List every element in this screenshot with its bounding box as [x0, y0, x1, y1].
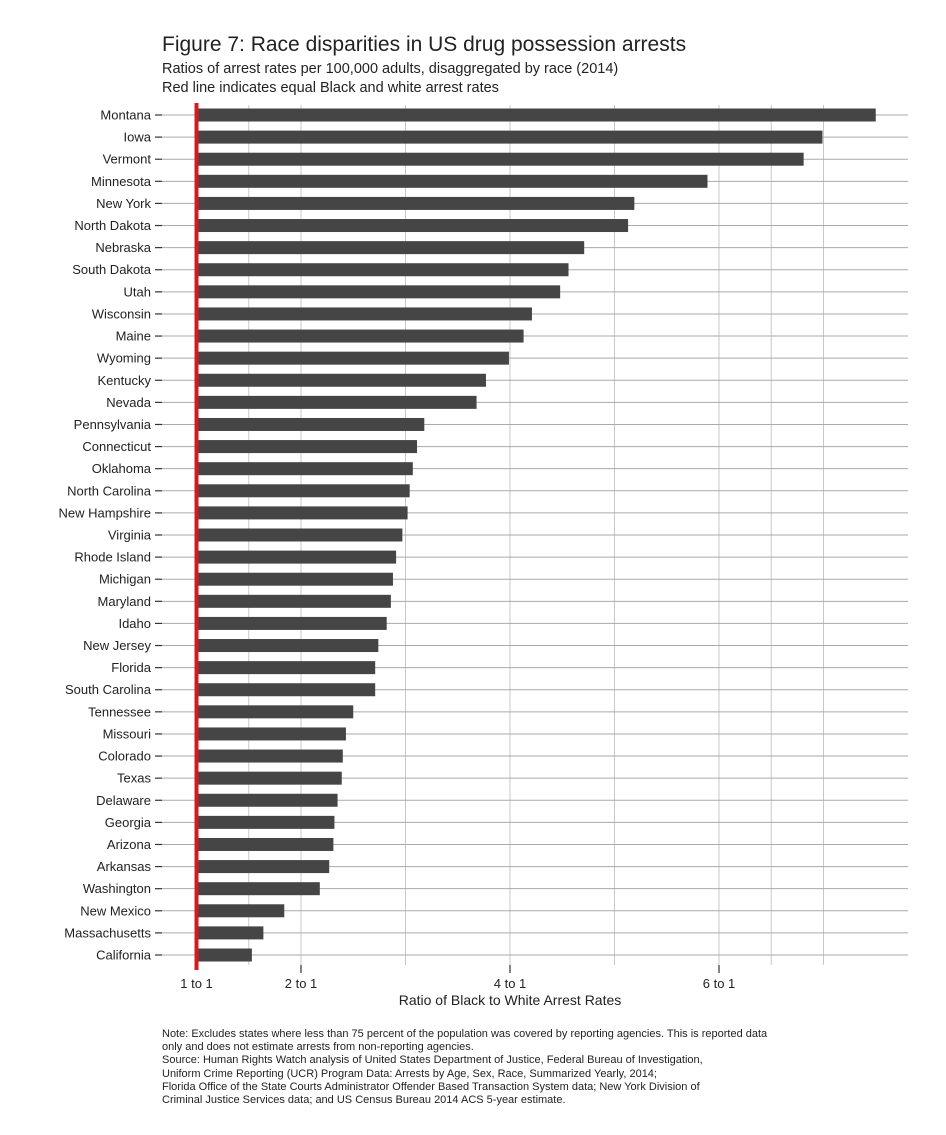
- bar: [196, 152, 804, 166]
- bar: [196, 948, 252, 962]
- note-line: Uniform Crime Reporting (UCR) Program Da…: [162, 1067, 657, 1080]
- bar: [196, 860, 330, 874]
- y-tick-label: Kentucky: [98, 373, 152, 388]
- bar: [196, 130, 823, 144]
- bar: [196, 550, 397, 564]
- chart-subtitle: Ratios of arrest rates per 100,000 adult…: [162, 61, 619, 77]
- x-axis-label: Ratio of Black to White Arrest Rates: [399, 992, 622, 1008]
- y-tick-label: Michigan: [99, 572, 151, 587]
- bar: [196, 572, 393, 586]
- y-tick-label: New Jersey: [83, 638, 151, 653]
- bar: [196, 307, 532, 321]
- bar: [196, 285, 561, 299]
- y-tick-label: North Carolina: [67, 483, 152, 498]
- y-tick-label: New Hampshire: [59, 505, 151, 520]
- note-line: Note: Excludes states where less than 75…: [162, 1028, 768, 1040]
- bar: [196, 484, 410, 498]
- y-tick-label: Missouri: [103, 726, 152, 741]
- y-tick-label: Iowa: [124, 130, 152, 145]
- y-tick-label: Nebraska: [95, 240, 151, 255]
- y-tick-label: Arkansas: [97, 859, 152, 874]
- bar: [196, 594, 391, 608]
- y-tick-label: Montana: [100, 108, 151, 123]
- x-tick-label: 6 to 1: [703, 976, 736, 991]
- y-tick-label: Virginia: [108, 528, 152, 543]
- y-tick-label: New Mexico: [80, 903, 151, 918]
- bar: [196, 462, 413, 476]
- x-tick-label: 4 to 1: [494, 976, 527, 991]
- bar: [196, 108, 876, 122]
- bar: [196, 683, 376, 697]
- y-tick-label: Tennessee: [88, 704, 151, 719]
- bar: [196, 219, 629, 233]
- bar: [196, 417, 425, 431]
- note-line: Florida Office of the State Courts Admin…: [162, 1080, 700, 1093]
- x-tick-label: 1 to 1: [180, 976, 213, 991]
- bar: [196, 241, 585, 255]
- bar: [196, 506, 408, 520]
- bar: [196, 882, 320, 896]
- y-tick-label: Oklahoma: [92, 461, 152, 476]
- bar: [196, 705, 354, 719]
- bar: [196, 926, 264, 940]
- y-tick-label: Maryland: [98, 594, 151, 609]
- x-tick-label: 2 to 1: [285, 976, 318, 991]
- note-line: Criminal Justice Services data; and US C…: [162, 1094, 566, 1107]
- bar: [196, 528, 403, 542]
- y-tick-label: Vermont: [103, 152, 152, 167]
- bar: [196, 815, 335, 829]
- y-tick-label: Florida: [111, 660, 152, 675]
- bar: [196, 661, 376, 675]
- bar: [196, 639, 379, 653]
- y-tick-label: Washington: [83, 881, 151, 896]
- bar: [196, 196, 635, 210]
- y-tick-label: Maine: [116, 329, 151, 344]
- bar: [196, 440, 417, 454]
- y-tick-label: Texas: [117, 771, 151, 786]
- y-tick-label: Connecticut: [82, 439, 151, 454]
- bar: [196, 727, 346, 741]
- bar: [196, 771, 342, 785]
- y-tick-label: Georgia: [105, 815, 152, 830]
- y-tick-label: Massachusetts: [64, 925, 151, 940]
- chart-title: Figure 7: Race disparities in US drug po…: [162, 33, 687, 56]
- y-tick-label: South Dakota: [72, 262, 152, 277]
- note-line: only and does not estimate arrests from …: [162, 1041, 474, 1054]
- bar: [196, 395, 477, 409]
- note-line: Source: Human Rights Watch analysis of U…: [162, 1054, 703, 1067]
- bar: [196, 263, 569, 277]
- y-tick-label: Wisconsin: [92, 306, 151, 321]
- chart-notes: Note: Excludes states where less than 75…: [162, 1028, 922, 1107]
- bar: [196, 793, 338, 807]
- y-tick-label: South Carolina: [65, 682, 152, 697]
- bar: [196, 174, 708, 188]
- y-tick-label: Arizona: [107, 837, 152, 852]
- bar: [196, 329, 524, 343]
- y-tick-label: California: [96, 948, 152, 963]
- y-tick-label: Rhode Island: [74, 550, 151, 565]
- bar: [196, 616, 387, 630]
- bar: [196, 837, 334, 851]
- y-tick-label: Utah: [124, 284, 151, 299]
- y-tick-label: North Dakota: [74, 218, 151, 233]
- bar: [196, 351, 509, 365]
- y-tick-label: New York: [96, 196, 151, 211]
- chart-subtitle-2: Red line indicates equal Black and white…: [162, 80, 499, 96]
- y-tick-label: Idaho: [118, 616, 151, 631]
- y-tick-label: Pennsylvania: [74, 417, 152, 432]
- bar: [196, 373, 486, 387]
- bar: [196, 749, 343, 763]
- bar: [196, 904, 285, 918]
- y-tick-label: Wyoming: [97, 351, 151, 366]
- y-tick-label: Nevada: [106, 395, 152, 410]
- y-tick-label: Colorado: [98, 749, 151, 764]
- y-tick-label: Minnesota: [91, 174, 152, 189]
- y-tick-label: Delaware: [96, 793, 151, 808]
